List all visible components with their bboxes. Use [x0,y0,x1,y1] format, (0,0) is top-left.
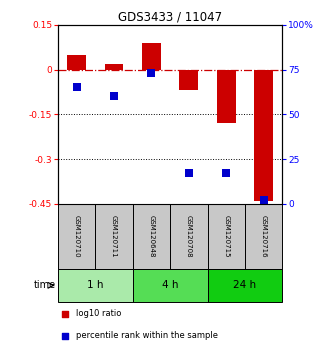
Bar [105,64,123,69]
Bar [179,69,198,91]
Bar [142,43,161,69]
Point [111,93,117,99]
Text: 24 h: 24 h [233,280,256,290]
Bar [133,204,170,269]
Point [186,171,191,176]
Bar [208,204,245,269]
Bar [217,69,236,123]
Text: GSM120710: GSM120710 [74,215,80,258]
Bar [67,55,86,69]
Text: log10 ratio: log10 ratio [76,309,121,318]
Point [62,311,67,316]
Bar [208,269,282,302]
Bar [254,69,273,201]
Point [62,333,67,339]
Text: percentile rank within the sample: percentile rank within the sample [76,331,218,340]
Text: time: time [34,280,56,290]
Bar [245,204,282,269]
Title: GDS3433 / 11047: GDS3433 / 11047 [118,11,222,24]
Bar [133,269,208,302]
Text: GSM120708: GSM120708 [186,215,192,258]
Bar [170,204,208,269]
Text: 4 h: 4 h [162,280,178,290]
Point [149,70,154,76]
Text: GSM120711: GSM120711 [111,215,117,258]
Point [74,85,79,90]
Text: GSM120648: GSM120648 [148,215,154,258]
Point [224,171,229,176]
Bar [58,204,95,269]
Text: GSM120716: GSM120716 [261,215,267,258]
Text: GSM120715: GSM120715 [223,215,229,258]
Bar [95,204,133,269]
Point [261,198,266,203]
Bar [58,269,133,302]
Text: 1 h: 1 h [87,280,103,290]
